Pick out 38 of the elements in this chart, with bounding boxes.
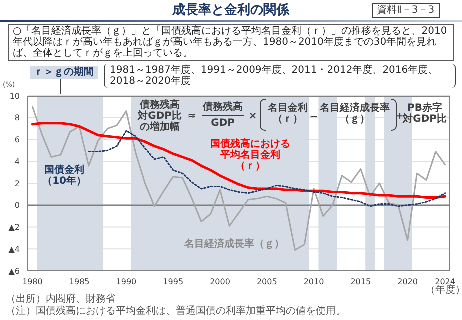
annotation: 名目金利（ｒ） <box>267 103 309 125</box>
text: 資料Ⅱ－3－3 <box>372 3 440 18</box>
annotation: 名目経済成長率（ｇ） <box>319 103 391 125</box>
y-tick-label: 0 <box>14 201 20 210</box>
text: ○「名目経済成長率（ｇ）」と「国債残高における平均名目金利（ｒ）」の推移を見ると、2010年代以降はｒが高い年もあればｇが高い年もある一方、1980～2010年度までの30年間を見れば、全体としてｒがｇを上回っている。 <box>8 24 454 61</box>
series-label: 国債残高における平均名目金利（ｒ） <box>209 138 292 172</box>
annotation: 債務残高 <box>202 102 244 113</box>
text: ｒ＞ｇの期間 <box>30 66 98 79</box>
line-series <box>88 130 446 208</box>
y-tick-label: ▲6 <box>8 266 20 276</box>
y-tick-label: 8 <box>14 114 20 123</box>
annotation: − <box>308 112 320 123</box>
y-tick-label: ▲4 <box>8 244 20 254</box>
annotation: ≈ <box>186 111 198 122</box>
x-tick-label: 2015 <box>350 278 372 287</box>
x-tick-label: 2010 <box>304 278 324 287</box>
annotation: 債務残高対GDP比の増加幅 <box>137 100 183 133</box>
x-tick-label: 2000 <box>210 278 230 287</box>
x-tick-label: 2020 <box>398 278 418 287</box>
series-label: 名目経済成長率（ｇ） <box>183 239 286 250</box>
annotation: × <box>248 111 258 122</box>
annotation: GDP <box>210 118 236 129</box>
y-tick-label: 10 <box>10 92 20 101</box>
x-tick-label: 1990 <box>116 278 137 287</box>
x-tick-label: 1980 <box>22 278 43 287</box>
y-tick-label: 4 <box>14 157 20 166</box>
series-label: 国債金利（10年） <box>42 164 87 187</box>
y-tick-label: 2 <box>14 179 20 188</box>
y-tick-label: ▲2 <box>8 223 20 232</box>
text: （注）国債残高における平均金利は、普通国債の利率加重平均の値を使用。 <box>6 306 346 317</box>
text: （出所）内閣府、財務省 <box>6 294 116 305</box>
x-tick-label: 2005 <box>256 278 278 287</box>
y-tick-label: 6 <box>14 136 20 145</box>
x-axis-title: （年度） <box>425 285 462 296</box>
annotation: PB赤字対GDP比 <box>403 103 447 125</box>
x-tick-label: 1985 <box>69 278 90 287</box>
chart-title: 成長率と金利の関係 <box>172 3 290 18</box>
x-tick-label: 1995 <box>163 278 184 287</box>
